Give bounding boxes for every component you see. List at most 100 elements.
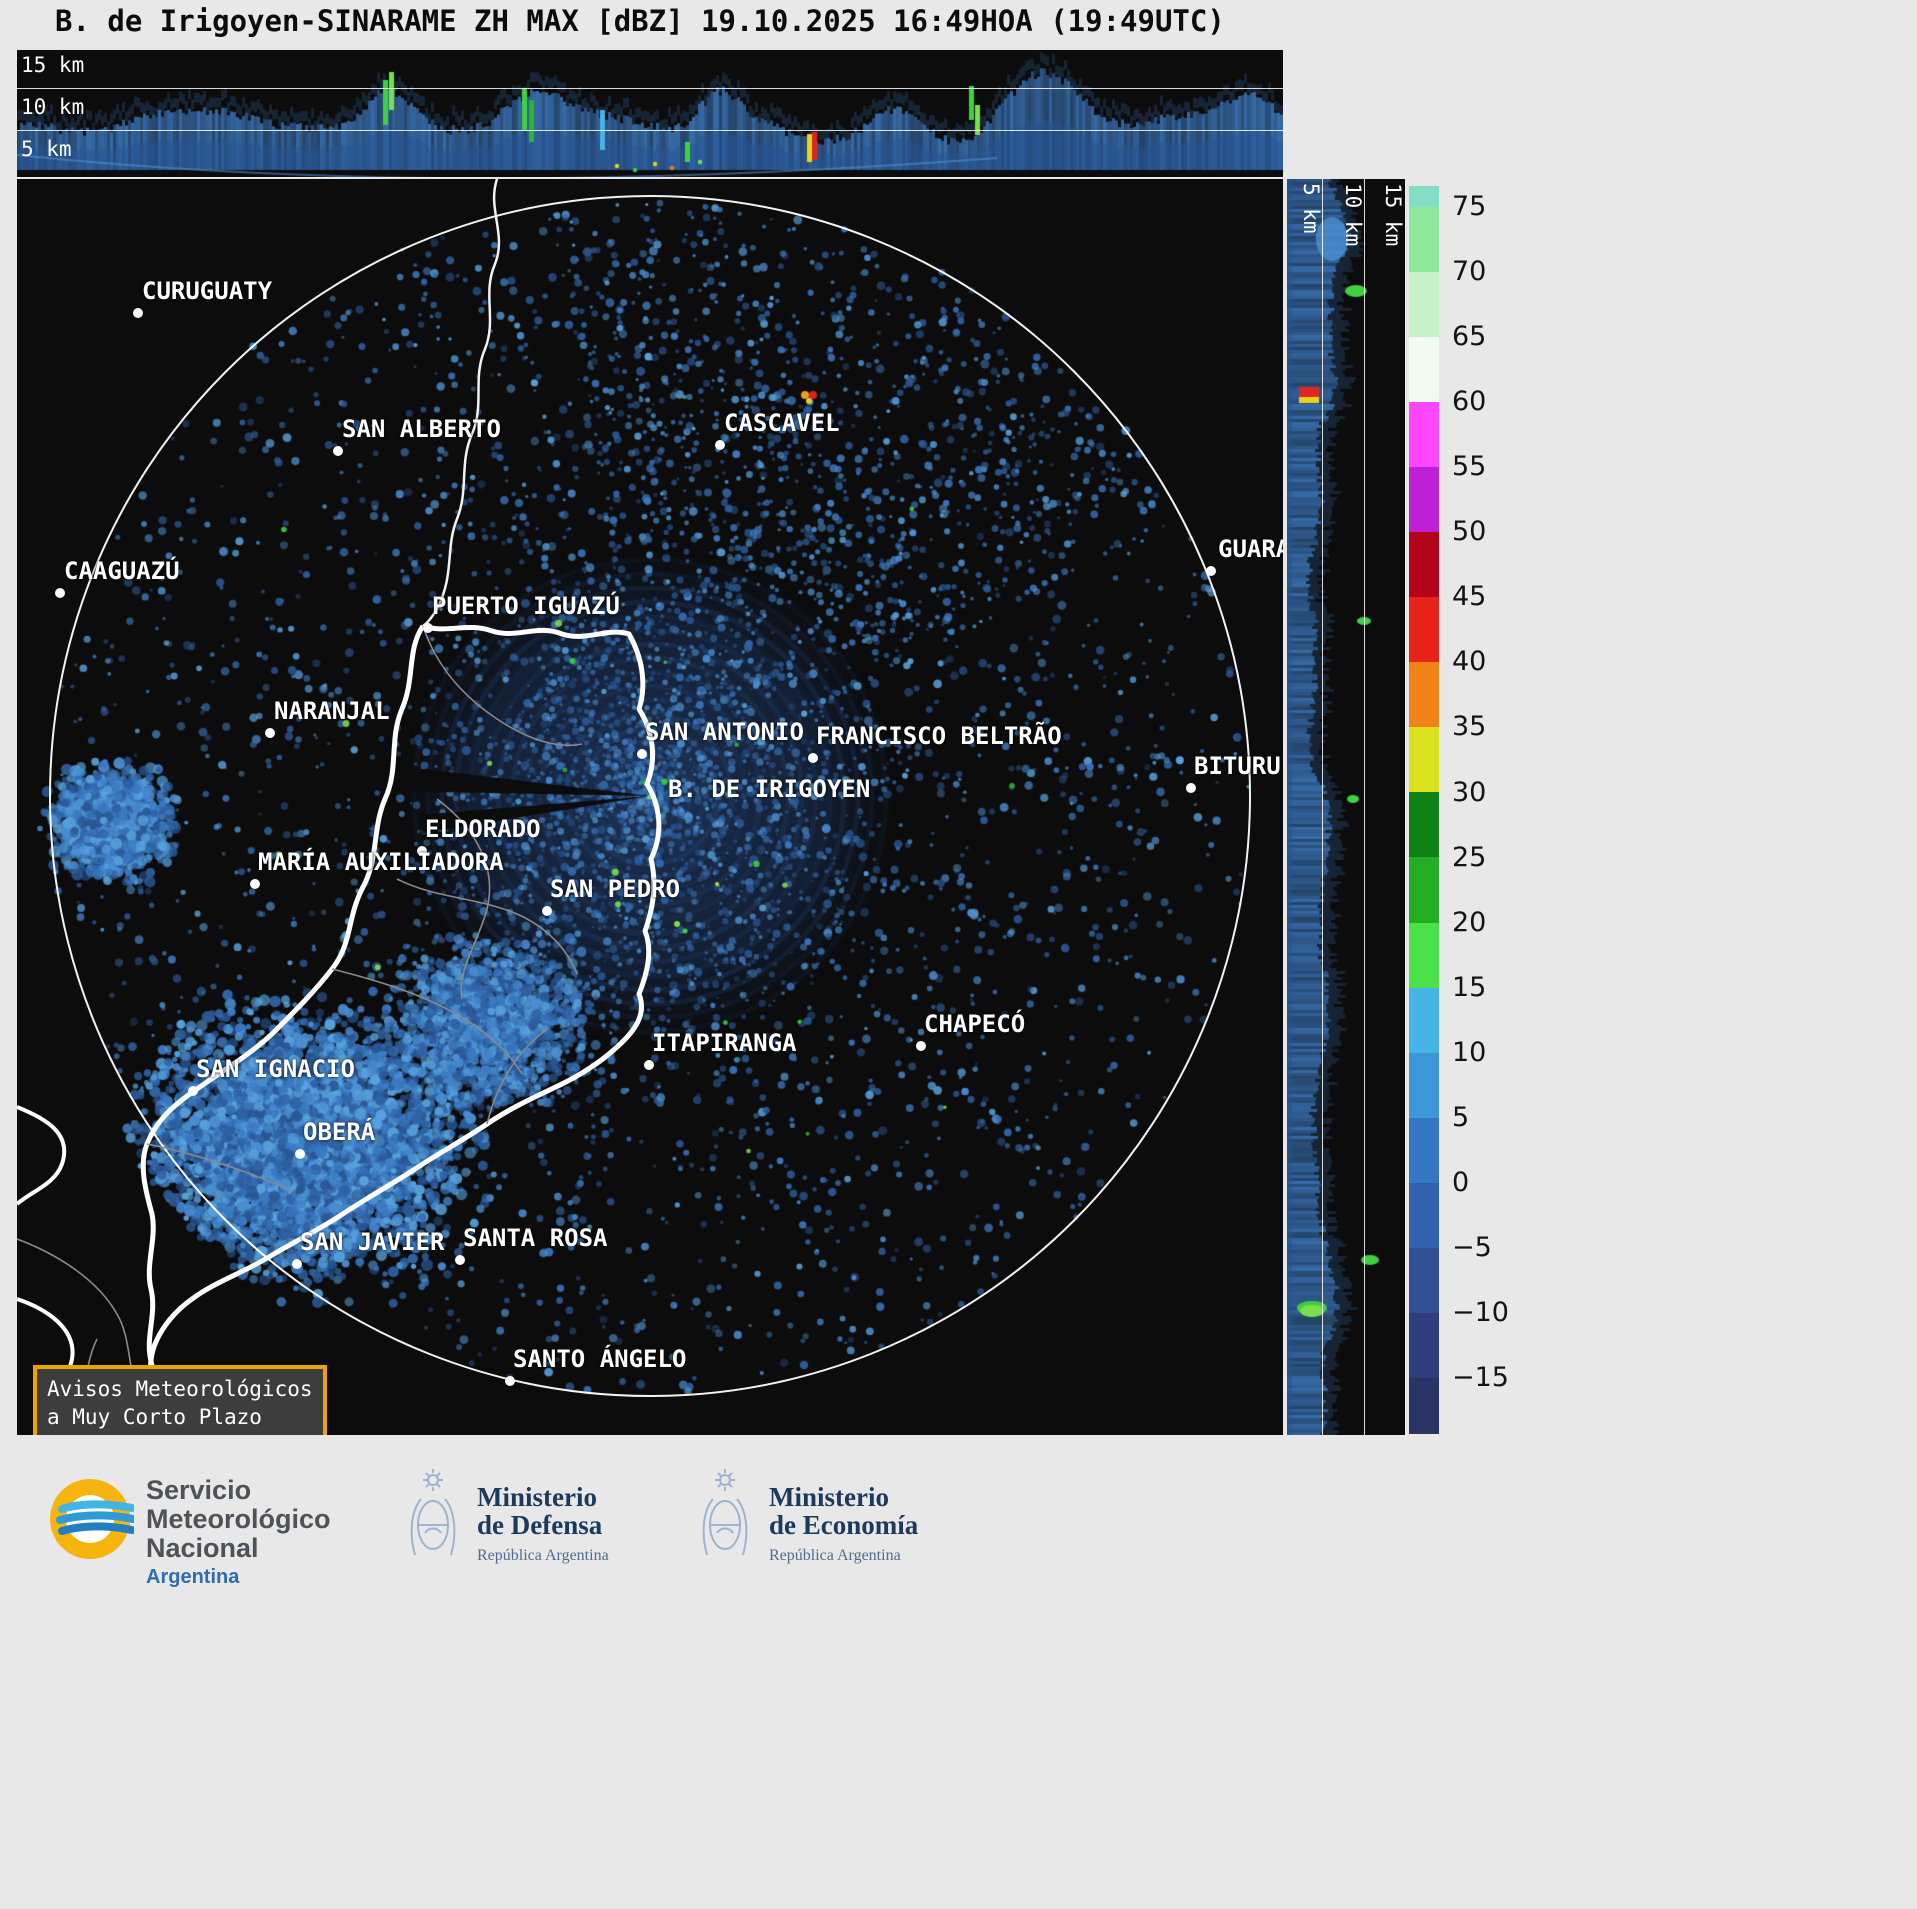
colorbar-segment [1409, 1117, 1439, 1183]
colorbar-tick-label: −5 [1452, 1231, 1492, 1263]
map-borders-overlay [17, 179, 1251, 1435]
ministerio-economia-block: Ministerio de Economía República Argenti… [697, 1467, 918, 1571]
colorbar-segment [1409, 207, 1439, 273]
range-circle [49, 195, 1251, 1397]
city-label-bituru: BITURU [1194, 752, 1281, 780]
border-southwest-1 [17, 1105, 67, 1206]
city-label-puerto-iguazú: PUERTO IGUAZÚ [432, 592, 620, 620]
city-dot [808, 753, 818, 763]
economia-subtitle: República Argentina [769, 1546, 901, 1564]
height-label-5km-right: 5 km [1299, 183, 1323, 234]
city-dot [292, 1259, 302, 1269]
city-label-francisco-beltrão: FRANCISCO BELTRÃO [816, 722, 1062, 750]
city-label-caaguazú: CAAGUAZÚ [64, 557, 180, 585]
colorbar-segment [1409, 532, 1439, 598]
ministerio-defensa-block: Ministerio de Defensa República Argentin… [405, 1467, 609, 1571]
defensa-subtitle: República Argentina [477, 1546, 609, 1564]
department-borders [17, 625, 583, 1435]
city-dot [542, 906, 552, 916]
warning-line-2: a Muy Corto Plazo [47, 1405, 262, 1430]
defensa-title-line-2: de Defensa [477, 1510, 603, 1541]
city-dot [423, 623, 433, 633]
colorbar-segment [1409, 272, 1439, 338]
city-label-san-alberto: SAN ALBERTO [342, 415, 501, 443]
city-dot [333, 446, 343, 456]
city-label-chapecó: CHAPECÓ [924, 1010, 1026, 1038]
colorbar-segment [1409, 597, 1439, 663]
colorbar-tick-label: 0 [1452, 1166, 1470, 1198]
colorbar-segment [1409, 1247, 1439, 1313]
smn-country: Argentina [146, 1566, 240, 1588]
city-dot [455, 1255, 465, 1265]
colorbar-segment [1409, 1377, 1439, 1434]
defensa-title-line-1: Ministerio [477, 1482, 597, 1512]
colorbar-tick-label: 35 [1452, 711, 1487, 743]
economia-title-line-1: Ministerio [769, 1482, 889, 1512]
city-label-naranjal: NARANJAL [274, 697, 390, 725]
city-label-itapiranga: ITAPIRANGA [652, 1029, 797, 1057]
colorbar-tick-label: −10 [1452, 1297, 1509, 1329]
radar-map: CURUGUATY SAN ALBERTO CAAGUAZÚ PUERTO IGUAZ… [17, 179, 1283, 1435]
right-cross-section-canvas [1287, 179, 1405, 1435]
smn-logo-icon [50, 1479, 134, 1559]
city-dot [417, 846, 427, 856]
height-label-10km-right: 10 km [1341, 183, 1365, 247]
city-label-cascavel: CASCAVEL [724, 409, 840, 437]
colorbar-segment [1409, 662, 1439, 728]
product-title: B. de Irigoyen-SINARAME ZH MAX [dBZ] 19.… [55, 4, 1225, 38]
radar-echo-canvas [17, 179, 1283, 1435]
colorbar-tick-label: 75 [1452, 191, 1487, 222]
border-argentina-paraguay [140, 624, 426, 1435]
dbz-colorbar [1409, 186, 1439, 1434]
city-dot [265, 728, 275, 738]
footer-logos: Servicio Meteorológico Nacional Argentin… [0, 1435, 1917, 1909]
colorbar-segment [1409, 1312, 1439, 1378]
colorbar-tick-label: 15 [1452, 971, 1487, 1003]
smn-name-line-3: Nacional [146, 1533, 259, 1563]
city-dot [1206, 566, 1216, 576]
smn-logo-block: Servicio Meteorológico Nacional Argentin… [46, 1475, 331, 1589]
city-dot [1186, 783, 1196, 793]
colorbar-tick-label: 55 [1452, 451, 1487, 483]
city-label-b-de-irigoyen: B. DE IRIGOYEN [668, 775, 871, 803]
height-line-10km [17, 88, 1283, 89]
city-dot [133, 308, 143, 318]
colorbar-segment [1409, 186, 1439, 207]
colorbar-segment [1409, 1182, 1439, 1248]
smn-name-line-1: Servicio [146, 1475, 252, 1505]
border-argentina-brazil [140, 623, 662, 1435]
vertical-cross-section-right: 5 km 10 km 15 km [1287, 179, 1405, 1435]
warning-banner[interactable]: Avisos Meteorológicos a Muy Corto Plazo [33, 1365, 327, 1435]
colorbar-tick-label: 25 [1452, 841, 1487, 873]
argentina-coat-of-arms-icon [410, 1469, 456, 1556]
colorbar-segment [1409, 1052, 1439, 1118]
economia-title-line-2: de Economía [769, 1510, 919, 1541]
city-label-san-javier: SAN JAVIER [300, 1228, 445, 1256]
height-line-10km-right [1364, 179, 1365, 1435]
colorbar-segment [1409, 727, 1439, 793]
city-label-maría-auxiliadora: MARÍA AUXILIADORA [258, 848, 504, 876]
city-label-santo-ángelo: SANTO ÁNGELO [513, 1345, 687, 1373]
river-parana-upper [422, 179, 501, 628]
colorbar-tick-label: 40 [1452, 646, 1487, 678]
height-line-5km-right [1322, 179, 1323, 1435]
colorbar-tick-label: 70 [1452, 256, 1487, 288]
colorbar-segment [1409, 857, 1439, 923]
city-label-san-antonio: SAN ANTONIO [645, 718, 804, 746]
colorbar-tick-label: 45 [1452, 581, 1487, 613]
city-dot [505, 1376, 515, 1386]
city-label-san-pedro: SAN PEDRO [550, 875, 681, 903]
colorbar-tick-label: 60 [1452, 386, 1487, 418]
city-dot [295, 1149, 305, 1159]
city-label-eldorado: ELDORADO [425, 815, 541, 843]
height-line-5km [17, 130, 1283, 131]
city-label-san-ignacio: SAN IGNACIO [196, 1055, 355, 1083]
city-dot [916, 1041, 926, 1051]
colorbar-tick-label: 10 [1452, 1036, 1487, 1068]
city-dot [250, 879, 260, 889]
colorbar-segment [1409, 467, 1439, 533]
colorbar-segment [1409, 337, 1439, 403]
colorbar-tick-label: 30 [1452, 776, 1487, 808]
warning-line-1: Avisos Meteorológicos [47, 1377, 313, 1401]
city-label-guara: GUARA [1218, 535, 1283, 563]
